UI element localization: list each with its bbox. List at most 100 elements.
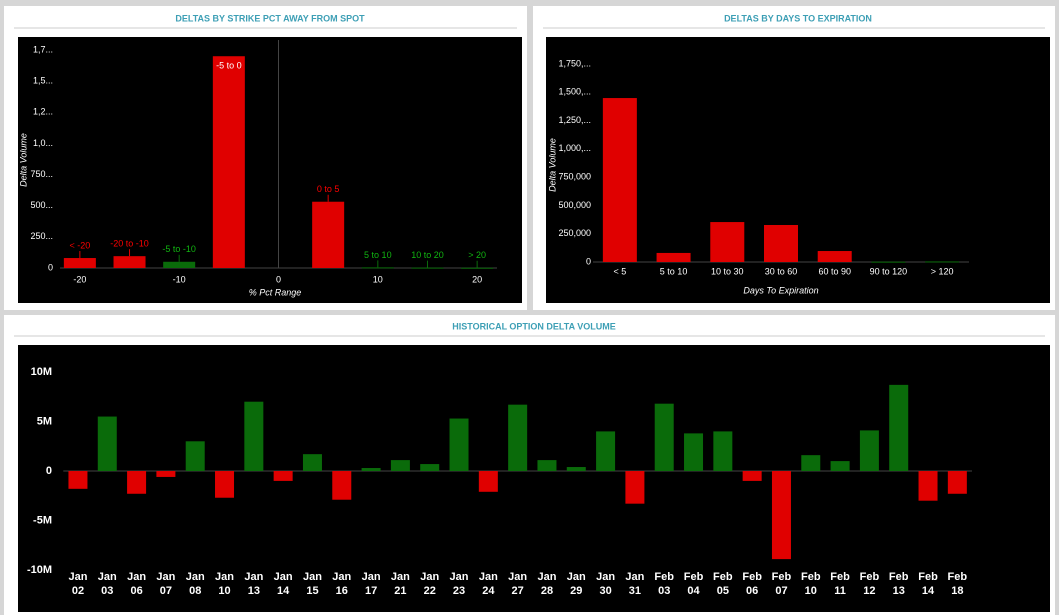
x-tick-label: Jan 10 xyxy=(215,571,234,597)
bar xyxy=(566,467,586,471)
x-tick-label: Feb 10 xyxy=(800,571,821,597)
bar xyxy=(215,471,235,498)
x-tick-label: Jan 03 xyxy=(97,571,117,597)
bar-label: 5 to 10 xyxy=(364,250,392,260)
x-tick-label: 60 to 90 xyxy=(818,266,851,276)
x-tick-label: Feb 13 xyxy=(888,571,909,597)
x-tick-label: Jan 21 xyxy=(390,571,410,597)
y-tick-label: 250,000 xyxy=(558,228,591,238)
bar xyxy=(925,261,960,263)
bar xyxy=(361,267,394,269)
bar xyxy=(185,441,205,471)
bar xyxy=(478,471,498,492)
x-tick-label: 5 to 10 xyxy=(660,266,688,276)
bar xyxy=(947,471,967,494)
y-tick-label: 1,2... xyxy=(33,107,53,117)
bar xyxy=(312,201,345,268)
bar xyxy=(411,267,444,269)
x-tick-label: Jan 31 xyxy=(625,571,645,597)
x-tick-label: 30 to 60 xyxy=(765,266,798,276)
bar xyxy=(461,267,494,269)
y-tick-label: 1,5... xyxy=(33,76,53,86)
bar xyxy=(113,256,146,268)
y-tick-label: 1,500,... xyxy=(558,87,591,97)
bar xyxy=(713,431,733,471)
y-tick-label: 5M xyxy=(37,415,52,427)
chart-title: DELTAS BY DAYS TO EXPIRATION xyxy=(724,13,872,23)
x-tick-label: < 5 xyxy=(613,266,626,276)
bar xyxy=(764,225,798,262)
x-tick-label: Feb 03 xyxy=(654,571,674,597)
bar xyxy=(302,454,322,471)
x-tick-label: Jan 28 xyxy=(537,571,557,597)
bar xyxy=(889,384,909,471)
y-tick-label: 500... xyxy=(30,200,53,210)
bar xyxy=(420,464,440,471)
y-tick-label: 1,0... xyxy=(33,138,53,148)
bar xyxy=(871,261,906,263)
bar xyxy=(830,461,850,471)
bar xyxy=(918,471,938,501)
bar xyxy=(68,471,88,489)
bar xyxy=(273,471,293,481)
bar xyxy=(63,258,96,268)
bar-label: < -20 xyxy=(69,240,90,250)
x-axis-title: Days To Expiration xyxy=(743,285,818,295)
x-tick-label: > 120 xyxy=(931,266,954,276)
x-tick-label: Jan 16 xyxy=(332,571,352,597)
x-tick-label: Jan 08 xyxy=(185,571,205,597)
bar xyxy=(97,416,117,471)
bar xyxy=(390,460,410,471)
x-tick-label: Jan 24 xyxy=(478,571,498,597)
bar xyxy=(742,471,762,481)
x-tick-label: Feb 04 xyxy=(683,571,704,597)
bar xyxy=(332,471,352,500)
x-tick-label: Feb 12 xyxy=(859,571,880,597)
y-tick-label: 1,750,... xyxy=(558,58,591,68)
bar xyxy=(859,430,879,471)
bar-label: -5 to -10 xyxy=(162,244,196,254)
y-tick-label: 750,000 xyxy=(558,172,591,182)
y-tick-label: 0 xyxy=(48,262,53,272)
bar xyxy=(596,431,616,471)
bar xyxy=(508,404,528,471)
bar xyxy=(602,98,637,262)
plot-area xyxy=(18,345,1050,612)
bar xyxy=(801,455,821,471)
x-tick-label: Jan 06 xyxy=(127,571,147,597)
x-tick-label: Jan 30 xyxy=(596,571,616,597)
y-tick-label: -5M xyxy=(33,514,52,526)
y-tick-label: 250... xyxy=(30,231,53,241)
y-tick-label: 1,7... xyxy=(33,44,53,54)
y-axis-title: Delta Volume xyxy=(547,138,557,192)
x-tick-label: -20 xyxy=(73,274,86,284)
x-axis-title: % Pct Range xyxy=(249,287,302,297)
bar-label: 10 to 20 xyxy=(411,250,444,260)
y-tick-label: 10M xyxy=(31,366,52,378)
x-tick-label: 20 xyxy=(472,274,482,284)
bar xyxy=(656,252,691,262)
bar xyxy=(710,222,745,262)
bar xyxy=(449,418,469,471)
bar xyxy=(654,403,674,471)
x-tick-label: Feb 14 xyxy=(918,571,938,597)
bar xyxy=(771,471,791,560)
bar-label: > 20 xyxy=(468,250,486,260)
bar-label: 0 to 5 xyxy=(317,184,340,194)
x-tick-label: -10 xyxy=(173,274,186,284)
bar-label: -5 to 0 xyxy=(216,61,242,71)
y-tick-label: 500,000 xyxy=(558,200,591,210)
chart-title: DELTAS BY STRIKE PCT AWAY FROM SPOT xyxy=(175,13,365,23)
x-tick-label: Jan 07 xyxy=(156,571,176,597)
y-tick-label: 0 xyxy=(586,256,591,266)
x-tick-label: Jan 22 xyxy=(420,571,440,597)
x-tick-label: Jan 29 xyxy=(566,571,586,597)
x-tick-label: Feb 05 xyxy=(713,571,733,597)
bar xyxy=(625,471,645,504)
x-tick-label: Jan 15 xyxy=(302,571,322,597)
bar xyxy=(163,261,196,268)
x-tick-label: 10 xyxy=(373,274,383,284)
x-tick-label: Jan 14 xyxy=(273,571,293,597)
